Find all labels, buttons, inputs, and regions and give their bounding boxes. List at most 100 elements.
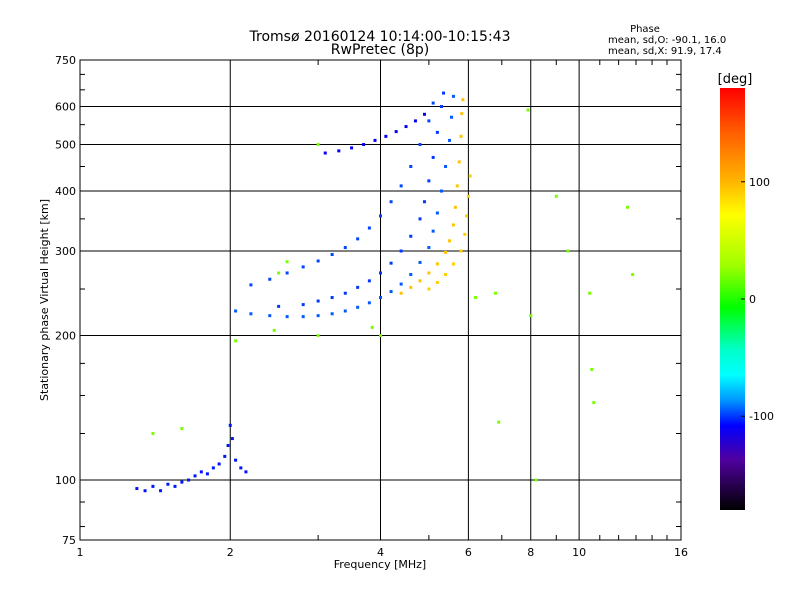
data-point xyxy=(337,149,341,153)
data-point xyxy=(389,261,393,265)
data-point xyxy=(466,194,470,198)
data-point xyxy=(193,474,197,478)
data-point xyxy=(323,151,327,155)
data-point xyxy=(409,273,413,277)
data-point xyxy=(394,130,398,134)
data-point xyxy=(180,427,184,431)
data-point xyxy=(444,273,448,277)
y-tick-label: 500 xyxy=(55,139,76,152)
y-tick-label: 400 xyxy=(55,185,76,198)
data-point xyxy=(389,200,393,204)
data-point xyxy=(427,179,431,183)
data-point xyxy=(316,299,320,303)
data-point xyxy=(143,489,147,493)
data-point xyxy=(277,304,281,308)
data-point xyxy=(413,119,417,123)
data-point xyxy=(205,472,209,476)
data-point xyxy=(435,262,439,266)
grid-lines xyxy=(80,60,681,540)
chart-title: Tromsø 20160124 10:14:00-10:15:43 xyxy=(249,29,511,45)
x-tick-label: 8 xyxy=(527,546,534,559)
data-point xyxy=(435,280,439,284)
data-point xyxy=(356,237,360,241)
phase-stats-heading: Phase xyxy=(630,24,660,35)
y-tick-label: 300 xyxy=(55,245,76,258)
data-point xyxy=(356,285,360,289)
data-point xyxy=(497,420,501,424)
x-axis-ticks: 1 2 4 6 8 10 16 xyxy=(77,60,688,559)
x-tick-label: 16 xyxy=(674,546,688,559)
data-points xyxy=(135,91,635,493)
data-point xyxy=(379,214,382,218)
data-point xyxy=(461,98,465,102)
phase-stats-x: mean, sd,X: 91.9, 17.4 xyxy=(608,46,722,57)
data-point xyxy=(187,478,191,482)
data-point xyxy=(431,155,435,159)
data-point xyxy=(268,314,272,318)
colorbar-tick-label: -100 xyxy=(749,410,774,423)
data-point xyxy=(249,312,253,316)
data-point xyxy=(350,146,354,150)
data-point xyxy=(316,334,320,338)
data-point xyxy=(427,287,431,291)
data-point xyxy=(427,246,431,250)
y-axis-label: Stationary phase Virtual Height [km] xyxy=(38,199,51,401)
data-point xyxy=(473,296,477,300)
data-point xyxy=(367,279,371,283)
y-tick-label: 100 xyxy=(55,474,76,487)
data-point xyxy=(367,301,371,305)
data-point xyxy=(431,229,435,233)
data-point xyxy=(343,246,347,250)
colorbar-ticks: 100 0 -100 xyxy=(741,176,774,423)
x-tick-label: 4 xyxy=(377,546,384,559)
data-point xyxy=(285,271,289,275)
data-point xyxy=(418,143,422,147)
data-point xyxy=(362,143,366,147)
data-point xyxy=(404,125,408,129)
data-point xyxy=(234,309,238,313)
y-tick-label: 600 xyxy=(55,101,76,114)
data-point xyxy=(343,291,347,295)
data-point xyxy=(440,189,444,193)
data-point xyxy=(534,478,538,482)
data-point xyxy=(159,489,163,493)
data-point xyxy=(455,184,459,188)
data-point xyxy=(451,223,455,227)
chart-subtitle: RwPretec (8p) xyxy=(331,42,429,58)
data-point xyxy=(343,309,347,313)
x-tick-label: 2 xyxy=(227,546,234,559)
data-point xyxy=(180,480,184,484)
data-point xyxy=(301,303,305,307)
data-point xyxy=(448,138,452,142)
data-point xyxy=(468,174,472,178)
data-point xyxy=(409,164,413,168)
data-point xyxy=(422,200,426,204)
data-point xyxy=(272,328,276,332)
data-point xyxy=(590,367,594,371)
y-tick-label: 750 xyxy=(55,54,76,67)
data-point xyxy=(451,262,455,266)
data-point xyxy=(453,205,457,209)
data-point xyxy=(494,291,498,295)
data-point xyxy=(588,291,592,295)
data-point xyxy=(384,134,388,138)
data-point xyxy=(418,217,422,221)
data-point xyxy=(409,285,413,289)
data-point xyxy=(431,101,435,105)
data-point xyxy=(234,458,238,462)
data-point xyxy=(554,194,558,198)
data-point xyxy=(592,401,596,405)
data-point xyxy=(223,454,227,458)
data-point xyxy=(230,437,234,441)
data-point xyxy=(459,249,463,253)
data-point xyxy=(135,487,139,491)
data-point xyxy=(399,282,403,286)
phase-stats-o: mean, sd,O: -90.1, 16.0 xyxy=(608,35,726,46)
colorbar-tick-label: 100 xyxy=(749,176,770,189)
x-tick-label: 10 xyxy=(572,546,586,559)
data-point xyxy=(151,432,155,436)
data-point xyxy=(373,138,377,142)
data-point xyxy=(389,290,393,294)
data-point xyxy=(234,339,238,343)
